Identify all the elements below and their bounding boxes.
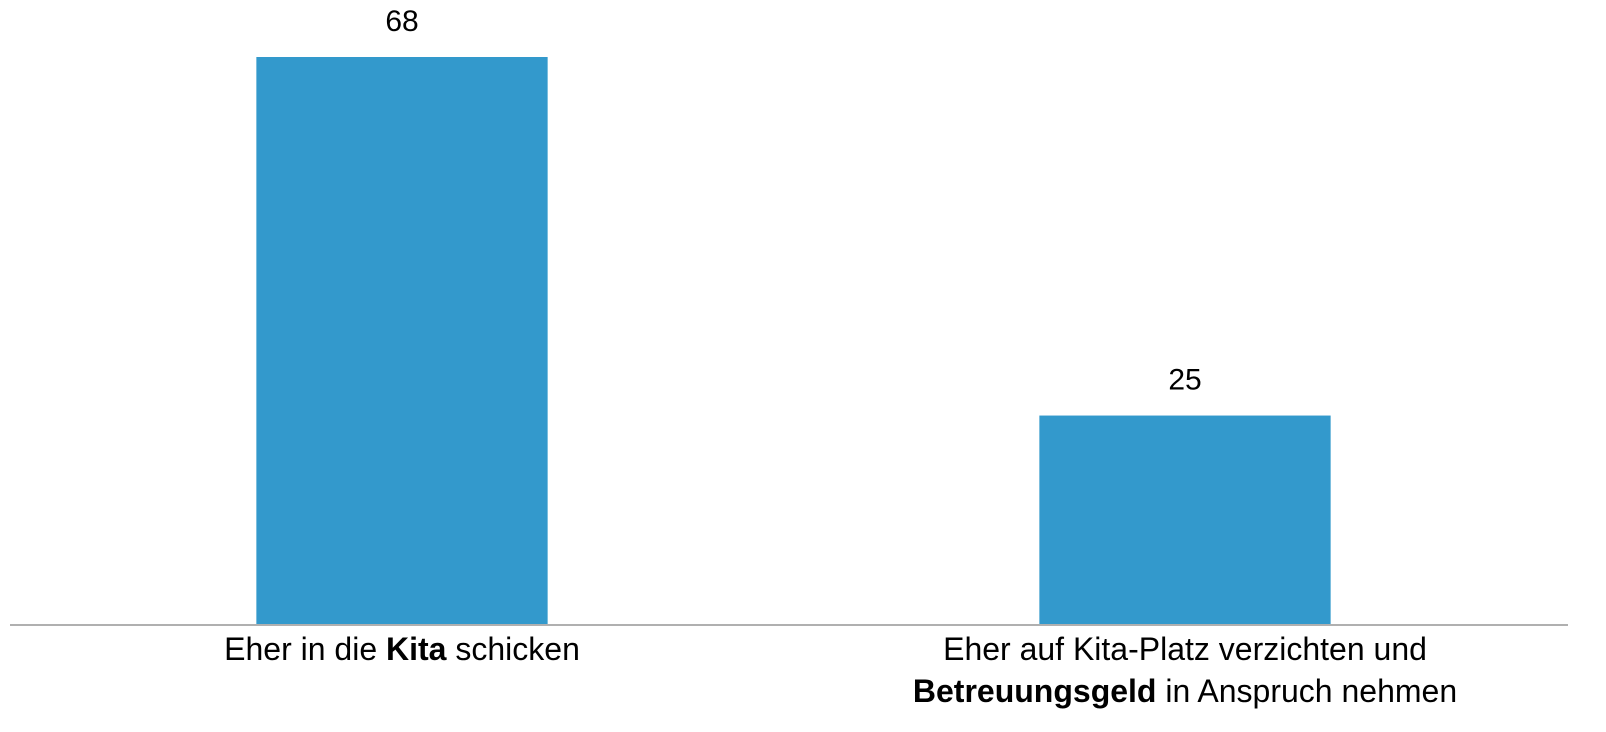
label-run: Eher in die: [224, 631, 386, 667]
label-run: Betreuungsgeld: [913, 673, 1157, 709]
x-tick-label: Betreuungsgeld in Anspruch nehmen: [913, 673, 1457, 709]
label-run: in Anspruch nehmen: [1156, 673, 1457, 709]
bar: [1039, 415, 1331, 624]
label-run: Eher auf Kita-Platz verzichten und: [943, 631, 1427, 667]
x-tick-label: Eher in die Kita schicken: [224, 631, 580, 667]
bar: [256, 57, 548, 624]
label-run: Kita: [386, 631, 447, 667]
x-tick-label: Eher auf Kita-Platz verzichten und: [943, 631, 1427, 667]
label-run: schicken: [446, 631, 579, 667]
data-label: 25: [1168, 363, 1201, 396]
data-label: 68: [385, 5, 418, 38]
